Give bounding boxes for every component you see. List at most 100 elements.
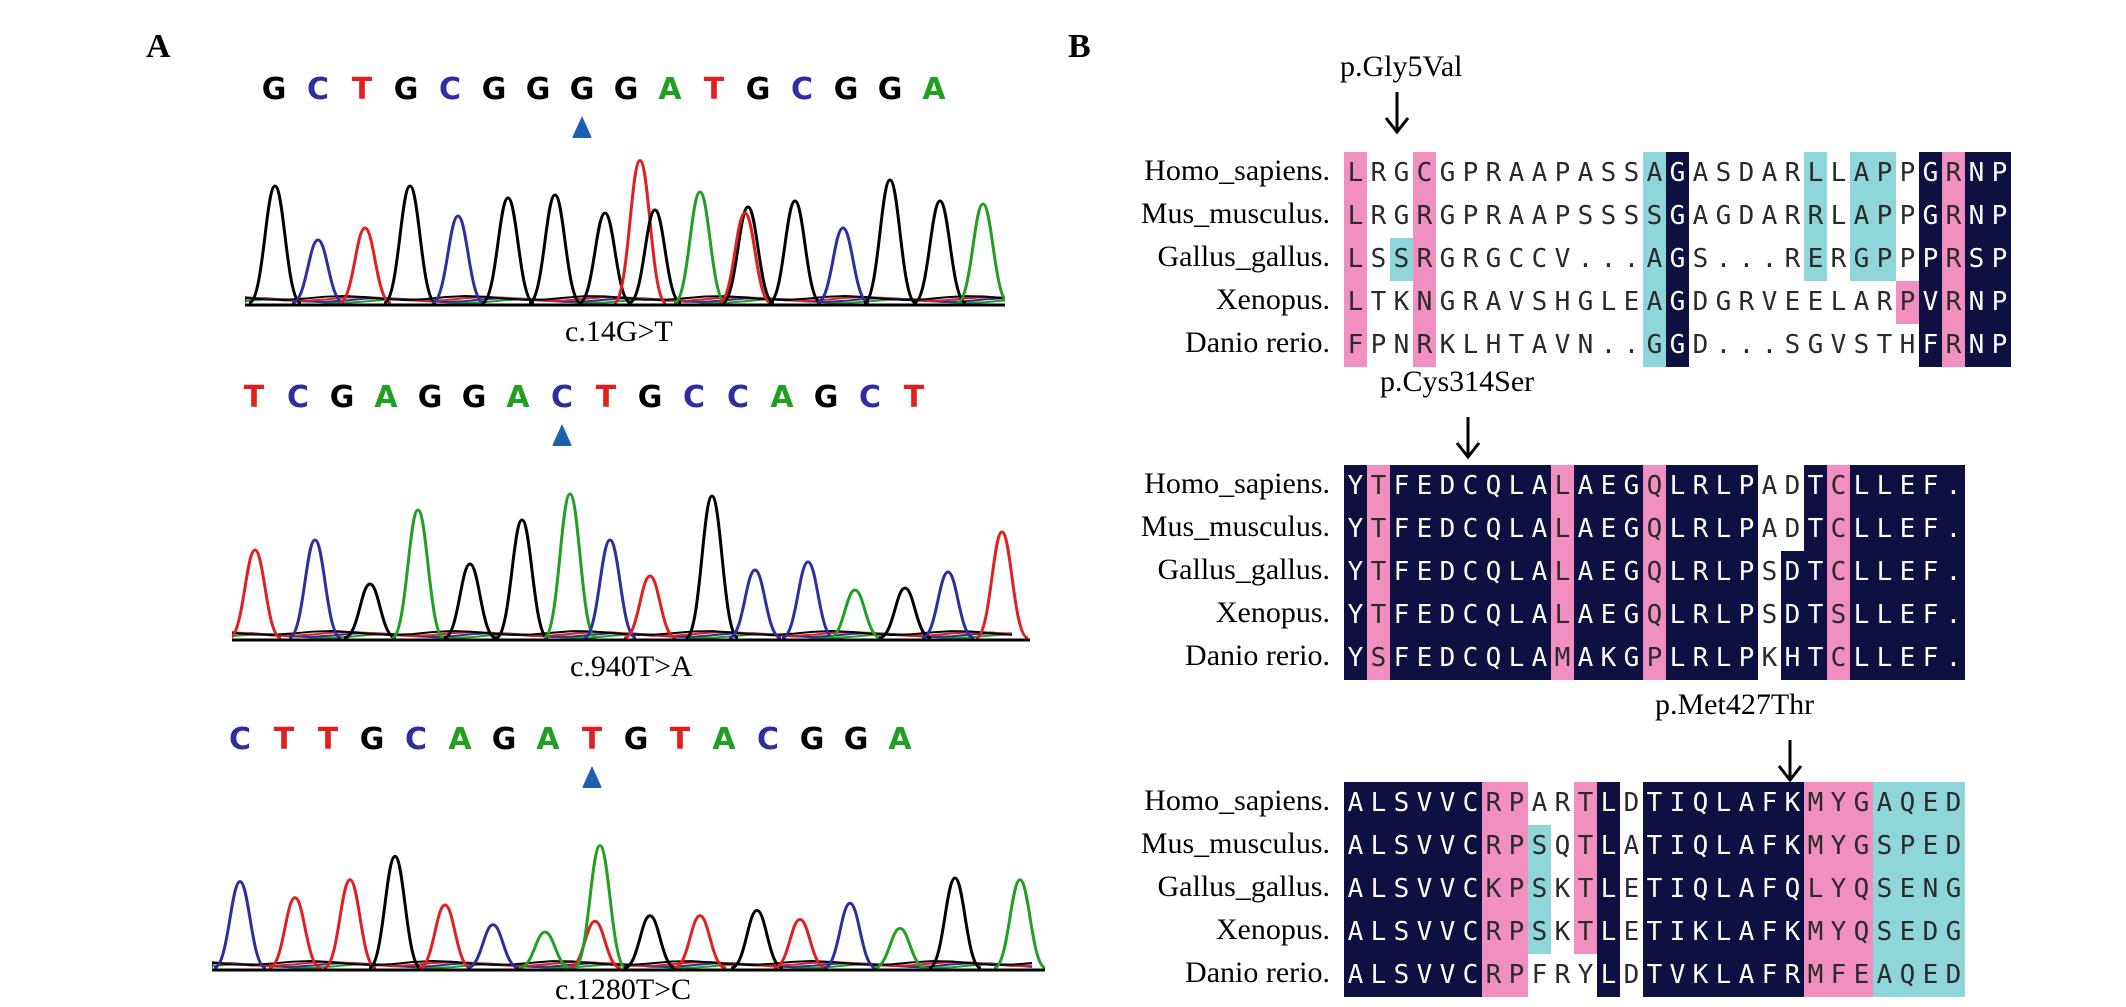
residue: N: [1965, 324, 1988, 367]
residue: L: [1827, 152, 1850, 195]
residue: R: [1735, 281, 1758, 324]
residue: G: [1620, 594, 1643, 637]
residue: F: [1758, 825, 1781, 868]
residue: A: [1735, 825, 1758, 868]
residue: G: [1666, 324, 1689, 367]
residue: Q: [1551, 825, 1574, 868]
residue: S: [1620, 152, 1643, 195]
residue: L: [1873, 594, 1896, 637]
residue: T: [1574, 782, 1597, 825]
residue: L: [1505, 508, 1528, 551]
base-letter: T: [703, 72, 725, 107]
arrow-down-icon: [1455, 417, 1481, 460]
residue: G: [1620, 637, 1643, 680]
residue: L: [1666, 594, 1689, 637]
chromatogram-peak: [232, 548, 282, 640]
residue: M: [1804, 782, 1827, 825]
residue: N: [1965, 281, 1988, 324]
baseline-noise: [232, 629, 1013, 637]
residue: F: [1758, 782, 1781, 825]
chromatogram-peak: [578, 211, 632, 305]
base-letter: G: [261, 72, 287, 107]
residue: S: [1574, 195, 1597, 238]
base-letter: C: [858, 380, 882, 415]
species-name: Xenopus.: [1215, 283, 1330, 316]
residue: H: [1781, 637, 1804, 680]
residue: P: [1988, 238, 2011, 281]
residue: L: [1712, 508, 1735, 551]
residue: F: [1919, 508, 1942, 551]
residue: D: [1942, 782, 1965, 825]
residue: P: [1735, 637, 1758, 680]
residue: G: [1390, 152, 1413, 195]
chromatogram-peak: [542, 492, 598, 640]
residue: P: [1735, 551, 1758, 594]
chromatogram-peak: [721, 205, 775, 305]
residue: E: [1850, 954, 1873, 997]
residue: M: [1804, 911, 1827, 954]
residue: R: [1942, 195, 1965, 238]
chromatogram-peak: [481, 196, 535, 305]
residue: T: [1804, 637, 1827, 680]
residue: E: [1620, 868, 1643, 911]
residue: L: [1850, 594, 1873, 637]
residue: E: [1413, 551, 1436, 594]
residue: V: [1436, 782, 1459, 825]
residue: G: [1436, 152, 1459, 195]
residue: L: [1551, 594, 1574, 637]
base-letter: T: [351, 72, 373, 107]
residue: E: [1413, 637, 1436, 680]
residue: E: [1896, 637, 1919, 680]
residue: F: [1390, 637, 1413, 680]
residue: V: [1505, 281, 1528, 324]
residue: L: [1367, 825, 1390, 868]
residue: S: [1390, 868, 1413, 911]
residue: S: [1390, 954, 1413, 997]
residue: E: [1620, 281, 1643, 324]
residue: C: [1459, 594, 1482, 637]
residue: L: [1597, 782, 1620, 825]
residue: R: [1689, 637, 1712, 680]
residue: G: [1390, 195, 1413, 238]
residue: A: [1344, 825, 1367, 868]
base-letter: T: [581, 722, 603, 757]
chromatogram-peak: [928, 876, 982, 970]
residue: R: [1873, 281, 1896, 324]
residue: Q: [1896, 782, 1919, 825]
residue: A: [1850, 195, 1873, 238]
residue: T: [1873, 324, 1896, 367]
residue: F: [1919, 637, 1942, 680]
residue: S: [1367, 238, 1390, 281]
residue: .: [1620, 238, 1643, 281]
residue: S: [1781, 324, 1804, 367]
residue: A: [1528, 637, 1551, 680]
residue: Q: [1850, 868, 1873, 911]
residue: G: [1942, 868, 1965, 911]
base-letter: T: [903, 380, 925, 415]
residue: S: [1597, 195, 1620, 238]
base-letter: A: [888, 722, 912, 757]
chromatogram-peak: [863, 178, 917, 305]
residue: R: [1781, 195, 1804, 238]
residue: L: [1712, 551, 1735, 594]
base-letter: G: [461, 380, 487, 415]
residue: L: [1666, 551, 1689, 594]
residue: A: [1735, 911, 1758, 954]
residue: Q: [1643, 508, 1666, 551]
residue: A: [1873, 782, 1896, 825]
residue: V: [1413, 825, 1436, 868]
chromatogram-peak: [718, 211, 772, 305]
residue: L: [1666, 637, 1689, 680]
base-letter: G: [623, 722, 649, 757]
residue: L: [1712, 594, 1735, 637]
base-letter: C: [438, 72, 462, 107]
residue: S: [1528, 911, 1551, 954]
residue: E: [1896, 551, 1919, 594]
species-name: Mus_musculus.: [1140, 510, 1330, 543]
residue: P: [1505, 868, 1528, 911]
